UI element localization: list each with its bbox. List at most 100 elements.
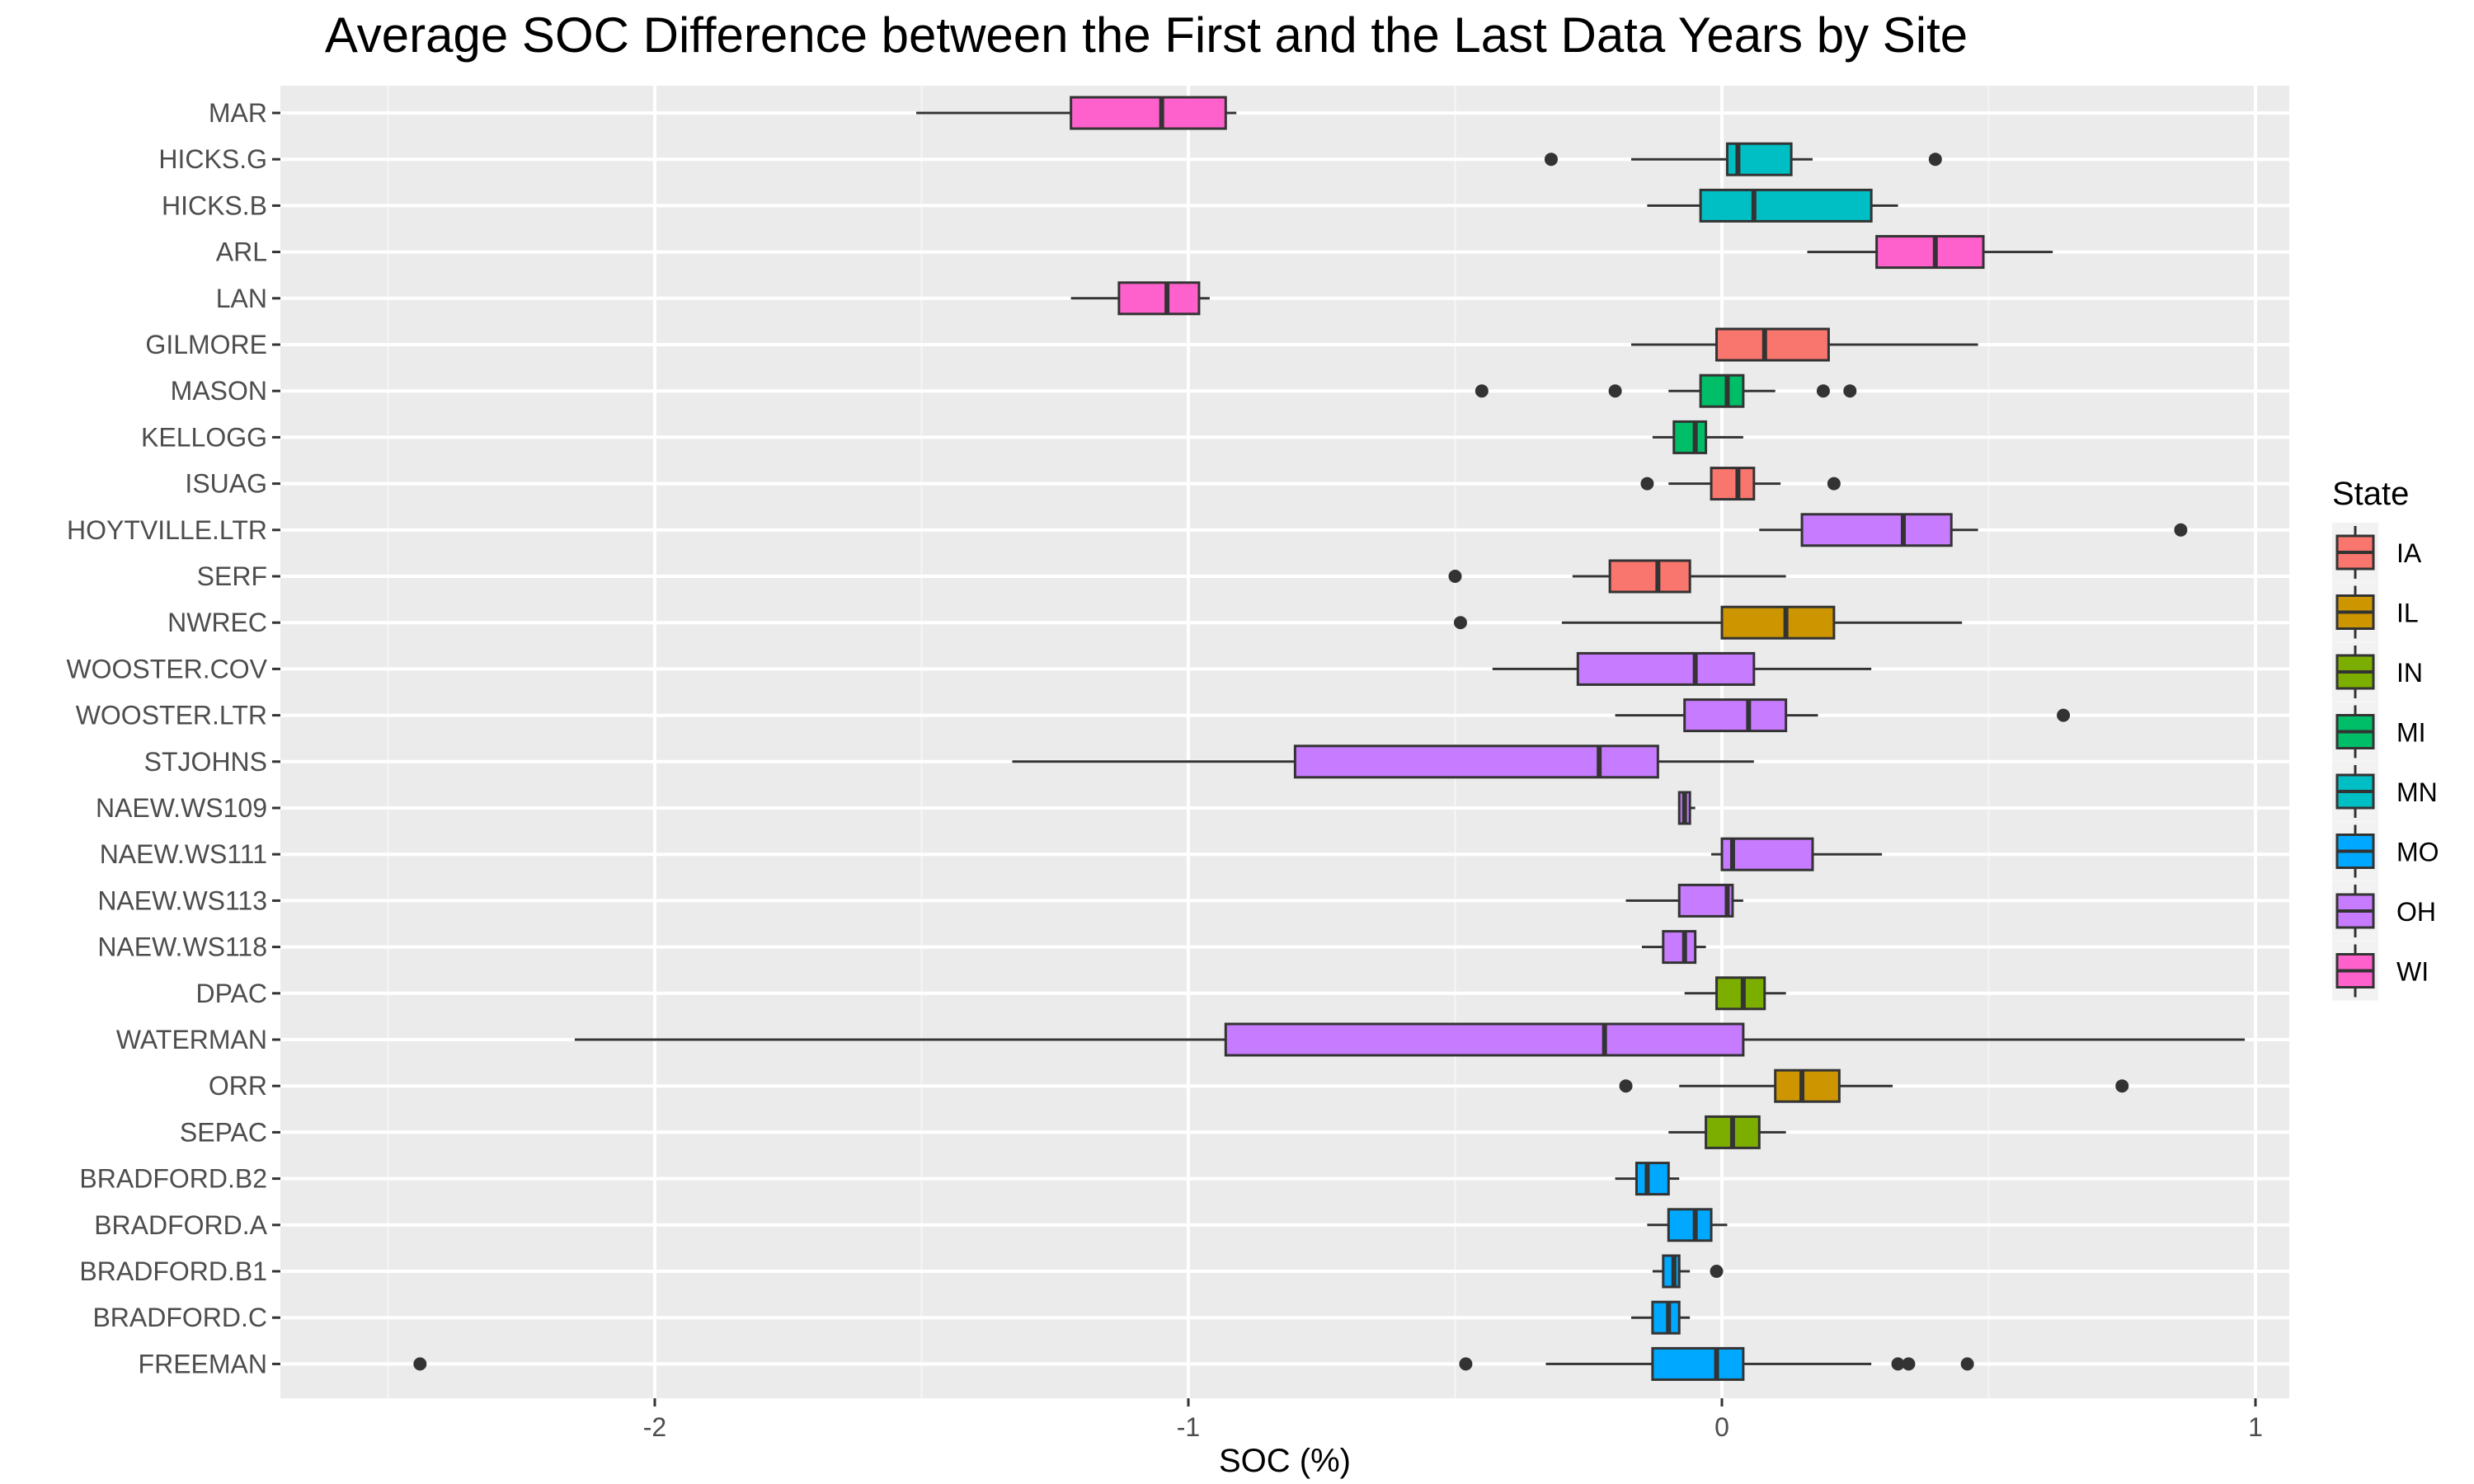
y-tick-label: ARL	[216, 237, 267, 267]
legend-title: State	[2332, 476, 2409, 512]
box-hicks-g	[1544, 142, 1942, 176]
iqr-box	[1576, 651, 1756, 686]
box-stjohns	[1012, 744, 1754, 779]
box-bradford-b2	[1615, 1162, 1680, 1196]
legend-label: WI	[2396, 957, 2429, 987]
box-naew-ws109	[1677, 791, 1696, 825]
legend-entry-il: IL	[2332, 582, 2419, 642]
y-tick-label: NAEW.WS109	[96, 793, 267, 823]
y-tick-label: WOOSTER.LTR	[76, 701, 267, 730]
outlier-point	[1459, 1357, 1473, 1371]
box-waterman	[574, 1022, 2246, 1057]
outlier-point	[2174, 523, 2188, 537]
legend-entry-mn: MN	[2332, 762, 2438, 821]
iqr-box	[1667, 1208, 1713, 1242]
legend-label: MO	[2396, 838, 2439, 867]
y-tick-label: MASON	[171, 376, 267, 406]
iqr-box	[1634, 1162, 1670, 1196]
box-kellogg	[1652, 420, 1743, 454]
iqr-box	[1800, 513, 1953, 547]
legend-label: OH	[2396, 897, 2436, 927]
x-tick-label: -1	[1177, 1412, 1200, 1442]
iqr-box	[1672, 420, 1708, 454]
legend-entry-oh: OH	[2332, 881, 2436, 941]
iqr-box	[1608, 559, 1691, 594]
box-bradford-a	[1647, 1208, 1728, 1242]
box-sepac	[1668, 1115, 1786, 1149]
outlier-point	[1960, 1357, 1974, 1371]
iqr-box	[1720, 605, 1836, 640]
box-mar	[916, 96, 1237, 130]
outlier-point	[1928, 153, 1942, 167]
outlier-point	[1891, 1357, 1905, 1371]
legend-entry-mi: MI	[2332, 702, 2426, 762]
box-naew-ws118	[1641, 930, 1706, 965]
iqr-box	[1720, 837, 1814, 871]
y-tick-label: DPAC	[195, 979, 267, 1008]
box-hoytville-ltr	[1759, 513, 2188, 547]
iqr-box	[1683, 698, 1788, 733]
box-mason	[1475, 373, 1857, 408]
legend-entry-ia: IA	[2332, 523, 2422, 582]
outlier-point	[413, 1357, 427, 1371]
outlier-point	[1827, 477, 1841, 491]
legend-entry-mo: MO	[2332, 821, 2439, 881]
box-isuag	[1640, 467, 1841, 501]
y-tick-label: WATERMAN	[116, 1025, 267, 1054]
box-orr	[1619, 1068, 2129, 1103]
outlier-point	[1619, 1079, 1633, 1093]
iqr-box	[1774, 1068, 1841, 1103]
legend-entry-in: IN	[2332, 642, 2423, 702]
chart-title: Average SOC Difference between the First…	[324, 7, 1968, 63]
box-hicks-b	[1647, 188, 1898, 223]
outlier-point	[1843, 384, 1857, 398]
box-lan	[1070, 281, 1210, 316]
outlier-point	[1475, 384, 1489, 398]
outlier-point	[1710, 1265, 1724, 1278]
y-tick-label: LAN	[216, 284, 267, 313]
outlier-point	[1608, 384, 1622, 398]
box-naew-ws113	[1625, 883, 1743, 918]
iqr-box	[1224, 1022, 1745, 1057]
outlier-point	[1816, 384, 1830, 398]
boxes	[413, 96, 2246, 1381]
y-tick-label: ISUAG	[185, 469, 267, 499]
legend-label: MN	[2396, 777, 2438, 807]
box-bradford-b1	[1652, 1254, 1724, 1289]
iqr-box	[1662, 1254, 1681, 1289]
box-freeman	[413, 1346, 1974, 1381]
outlier-point	[2057, 708, 2071, 722]
box-serf	[1448, 559, 1786, 594]
box-naew-ws111	[1711, 837, 1883, 871]
box-wooster-ltr	[1615, 698, 2071, 733]
legend-label: IA	[2396, 538, 2422, 568]
x-axis-title: SOC (%)	[1219, 1443, 1351, 1479]
y-tick-label: NAEW.WS111	[100, 839, 267, 869]
outlier-point	[1448, 570, 1462, 583]
y-axis: MAR HICKS.G HICKS.B ARL LAN GILMORE MASON KELLO…	[66, 98, 280, 1378]
box-wooster-cov	[1492, 651, 1872, 686]
iqr-box	[1662, 930, 1697, 965]
iqr-box	[1699, 373, 1745, 408]
iqr-box	[1715, 327, 1830, 362]
iqr-box	[1875, 235, 1985, 270]
outlier-point	[1640, 477, 1654, 491]
iqr-box	[1677, 883, 1734, 918]
legend-entry-wi: WI	[2332, 941, 2429, 1001]
y-tick-label: HOYTVILLE.LTR	[67, 515, 267, 545]
y-tick-label: SERF	[197, 561, 267, 591]
y-tick-label: NWREC	[167, 608, 267, 637]
y-tick-label: STJOHNS	[144, 747, 267, 777]
y-tick-label: BRADFORD.B2	[79, 1164, 267, 1194]
x-axis: -2 -1 0 1	[643, 1398, 2263, 1442]
box-nwrec	[1453, 605, 1963, 640]
iqr-box	[1117, 281, 1201, 316]
y-tick-label: BRADFORD.A	[94, 1210, 267, 1240]
box-gilmore	[1631, 327, 1978, 362]
y-tick-label: FREEMAN	[139, 1349, 267, 1378]
y-tick-label: BRADFORD.C	[92, 1303, 267, 1332]
y-tick-label: NAEW.WS118	[97, 932, 267, 962]
box-arl	[1807, 235, 2053, 270]
iqr-box	[1651, 1346, 1745, 1381]
